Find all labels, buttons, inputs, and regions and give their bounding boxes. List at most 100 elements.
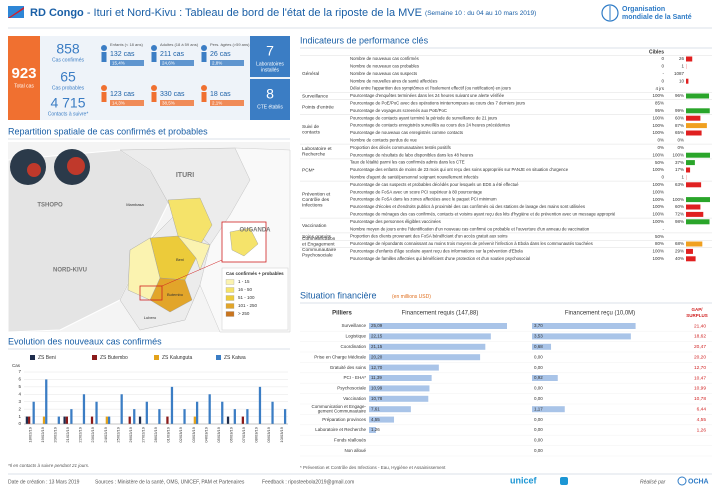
required-value: 10,78 — [371, 396, 383, 401]
bar — [128, 416, 131, 424]
bar — [166, 416, 169, 424]
bar — [221, 401, 224, 424]
wfp-logo — [560, 477, 568, 485]
legend-label: 51 - 100 — [238, 295, 255, 300]
section-subtitle: (en millions USD) — [392, 294, 431, 300]
y-tick-label: 5 — [18, 384, 21, 389]
age-pct-box — [160, 60, 194, 66]
bar — [82, 394, 86, 424]
received-bar — [532, 333, 631, 340]
group-name: Recherche — [302, 152, 326, 158]
map-legend-title: Cas confirmés + probables — [226, 271, 284, 276]
legend-swatch — [225, 303, 235, 309]
received-value: 0,00 — [534, 448, 543, 453]
finance-col: Financement requis (147,88) — [402, 311, 479, 317]
pillar-name: Vaccination — [343, 396, 366, 401]
required-value: 4,55 — [371, 417, 380, 422]
received-value: 3,53 — [534, 334, 543, 339]
cte-label: CTE établis — [257, 104, 283, 110]
received-bar — [532, 323, 636, 329]
indicator-bar — [686, 219, 710, 225]
person-icon-body — [101, 92, 107, 102]
labs-label: Laboratoires — [256, 61, 284, 67]
y-axis-label: Cas — [12, 363, 21, 368]
indicator-value: 65% — [675, 130, 684, 135]
pillar-name: Non alloué — [344, 448, 366, 453]
indicator-value: 29% — [675, 249, 684, 254]
section-title: Indicateurs de performance clés — [300, 35, 429, 45]
indicator-bar — [686, 152, 710, 158]
indicator-target: 100% — [652, 167, 664, 172]
indicator-text: Pourcentage de FoSA dans les zones affec… — [350, 197, 497, 202]
indicator-target: - — [663, 226, 665, 231]
org-name: mondiale de la Santé — [622, 14, 692, 21]
x-tick-label: 23/02/19 — [90, 426, 95, 442]
indicator-value: 1 — [681, 64, 684, 69]
group-name: et Engagement — [302, 241, 335, 247]
indicator-text: Pourcentage de contacts enregistrés surv… — [350, 123, 510, 128]
received-bar — [532, 406, 565, 413]
required-value: 20,20 — [371, 354, 383, 359]
labs-box — [250, 36, 290, 77]
indicator-value: 37% — [675, 160, 684, 165]
group-name: Suivi de — [302, 124, 319, 130]
received-value: 0,00 — [534, 438, 543, 443]
indicator-target: 85% — [655, 101, 664, 106]
indicator-target: 50% — [655, 160, 664, 165]
footer-sources: Sources : Ministère de la santé, OMS, UN… — [95, 479, 245, 485]
y-tick-label: 1 — [18, 414, 21, 419]
indicator-text: Pourcentage de PoE/PoC avec des opératio… — [350, 101, 525, 106]
bar — [42, 416, 46, 424]
indicator-target: 100% — [652, 182, 664, 187]
required-value: 10,99 — [371, 386, 383, 391]
indicator-bar — [686, 78, 689, 84]
y-tick-label: 3 — [18, 399, 21, 404]
map-label: NORD-KIVU — [53, 268, 87, 274]
indicator-bar — [686, 241, 703, 247]
bar — [57, 416, 60, 424]
indicator-target: - — [663, 71, 665, 76]
required-bar — [369, 375, 432, 381]
bar — [90, 416, 94, 424]
indicator-target: 0 — [661, 56, 664, 61]
indicator-text: Pourcentage des personnes éligibles vacc… — [350, 219, 441, 224]
indicator-target: 100% — [652, 249, 664, 254]
map-label: Lubero — [144, 315, 157, 320]
indicator-text: Pourcentage des enfants de moins de 23 m… — [350, 167, 569, 172]
indicator-text: Nombre moyen de jours entre l'identifica… — [350, 226, 590, 231]
x-tick-label: 22/02/19 — [78, 426, 83, 442]
map-label: TSHOPO — [37, 203, 63, 209]
indicator-value: 98% — [675, 219, 684, 224]
person-icon-body — [151, 52, 157, 62]
legend-label: ZS Butembo — [100, 355, 128, 361]
x-tick-label: 05/03/19 — [216, 426, 221, 442]
labs-label: installés — [261, 67, 280, 73]
indicator-bar — [686, 256, 696, 262]
indicator-value: 1 — [681, 175, 684, 180]
person-icon — [101, 85, 107, 91]
map-inset-zone — [229, 227, 259, 257]
indicator-target: 0% — [657, 138, 664, 143]
x-tick-label: 21/02/19 — [65, 426, 70, 442]
pillar-name: Communication et Engage- — [311, 404, 366, 409]
age-cases: 123 cas — [110, 91, 135, 98]
x-tick-label: 28/02/19 — [153, 426, 158, 442]
group-name: Laboratoire et — [302, 146, 332, 152]
chart-frame — [8, 352, 290, 446]
indicator-text: Pourcentage de répondants connaissant au… — [350, 241, 593, 246]
indicator-value: 87% — [675, 123, 684, 128]
indicator-bar — [686, 204, 701, 210]
bar — [138, 416, 142, 424]
received-value: 1,17 — [534, 406, 543, 411]
required-bar — [369, 395, 429, 402]
indicator-text: Pourcentage de nouveaux cas enregistrés … — [350, 130, 463, 135]
finance-col: Pilliers — [332, 311, 352, 317]
indicator-value: 100% — [672, 152, 684, 157]
bar — [120, 394, 123, 424]
required-value: 1,26 — [371, 427, 380, 432]
legend-label: ZS Kalunguta — [162, 355, 193, 361]
map-label: ITURI — [176, 172, 194, 179]
group-name: Psychosociale — [302, 252, 333, 258]
gap-value: 4,55 — [697, 417, 707, 423]
